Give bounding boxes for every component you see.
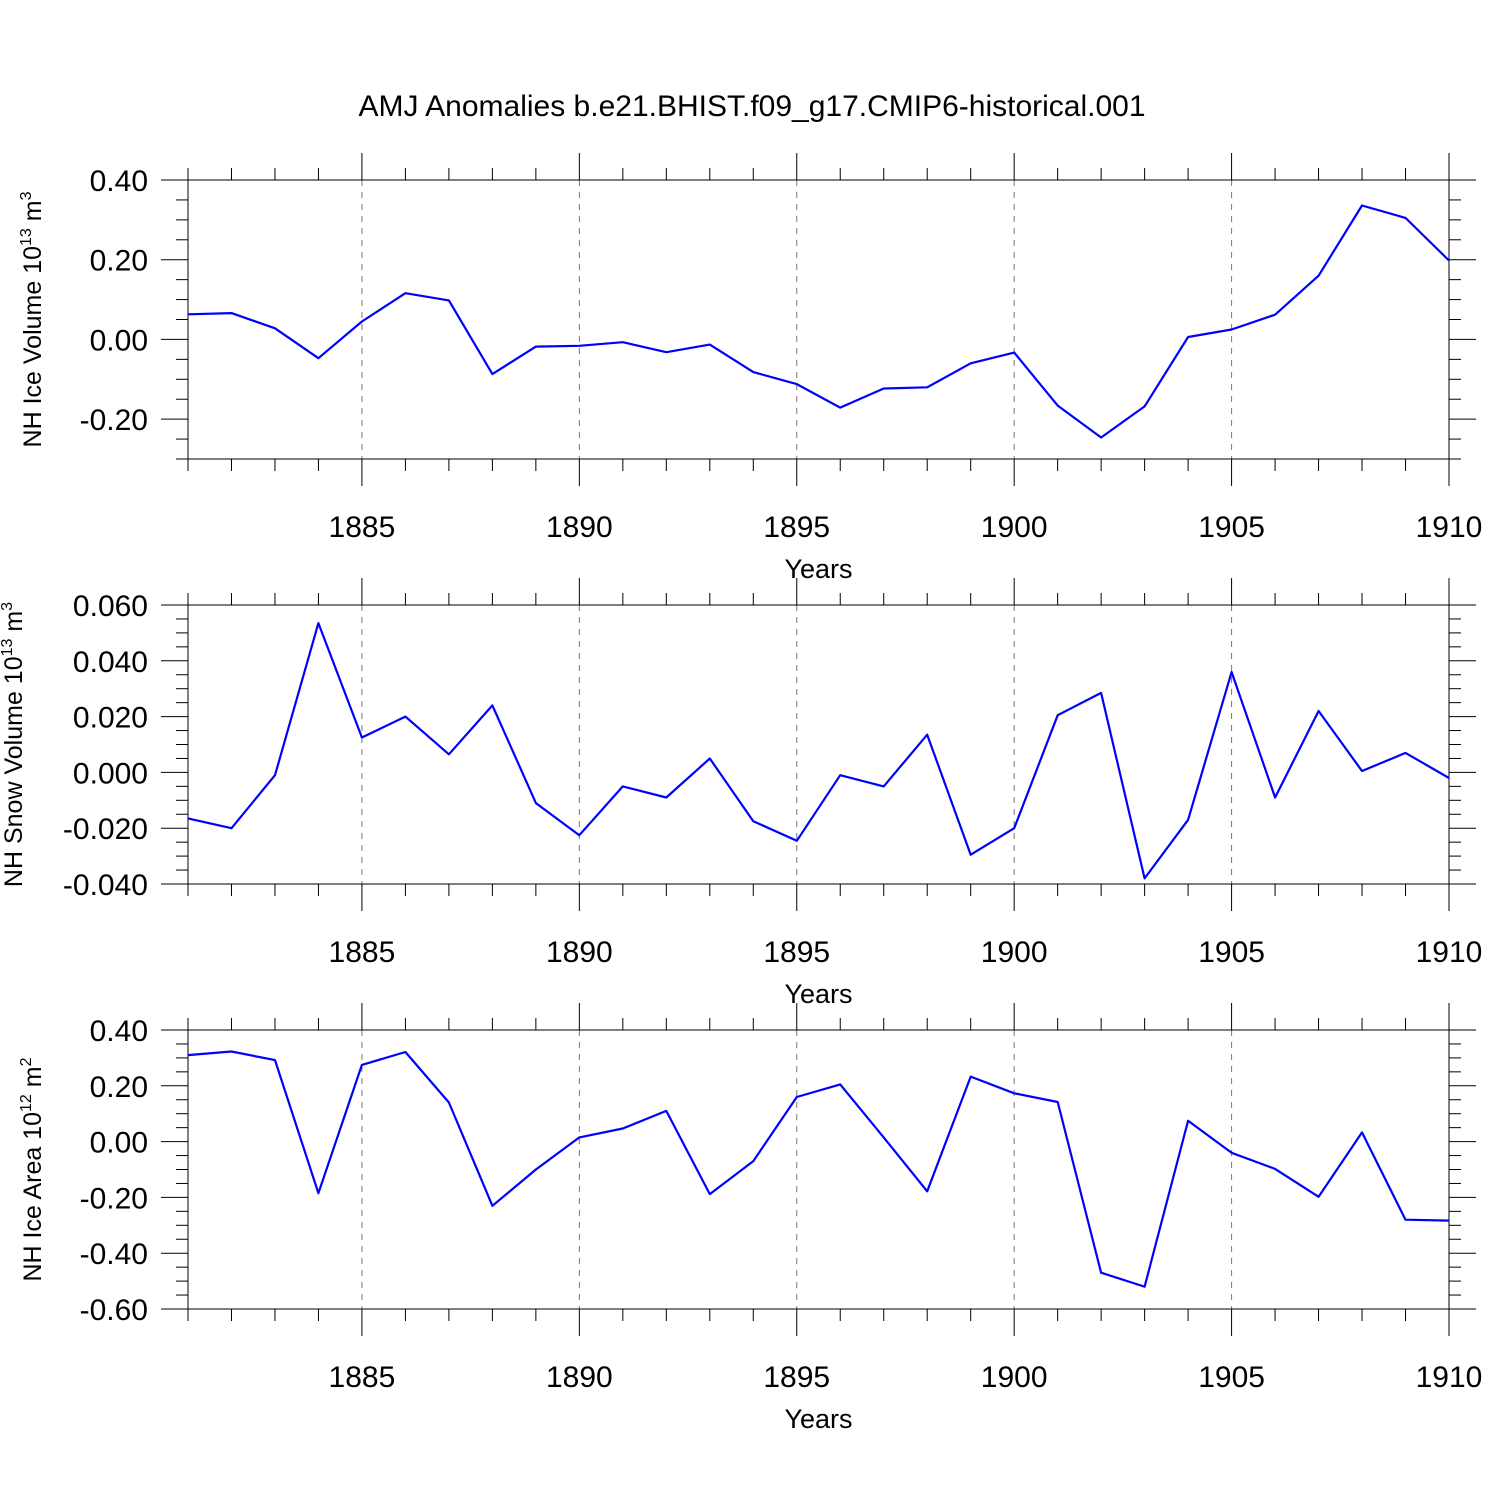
y-tick-label: 0.00 — [90, 324, 148, 357]
y-tick-label: 0.40 — [90, 1015, 148, 1048]
x-axis-label: Years — [784, 1404, 852, 1434]
x-tick-label: 1895 — [763, 1361, 830, 1394]
x-tick-label: 1895 — [763, 511, 830, 544]
x-tick-label: 1910 — [1416, 1361, 1483, 1394]
y-tick-label: -0.040 — [63, 869, 148, 902]
y-tick-label: -0.20 — [80, 404, 148, 437]
y-tick-label: 0.060 — [73, 590, 148, 623]
y-tick-label: 0.40 — [90, 165, 148, 198]
x-tick-label: 1910 — [1416, 936, 1483, 969]
x-tick-label: 1885 — [329, 936, 396, 969]
plot-frame — [187, 1029, 1450, 1310]
y-tick-label: 0.00 — [90, 1127, 148, 1160]
y-tick-label: 0.000 — [73, 757, 148, 790]
plot-frame — [187, 604, 1450, 885]
x-tick-label: 1905 — [1198, 511, 1265, 544]
x-tick-label: 1895 — [763, 936, 830, 969]
panel-2: -0.040 -0.020 0.000 0.020 0.040 0.060 1885 1890… — [0, 578, 1482, 1009]
series-line — [187, 621, 1450, 880]
y-tick-label: -0.020 — [63, 813, 148, 846]
x-tick-label: 1890 — [546, 936, 613, 969]
y-axis-label: NH Ice Volume 1013 m3 — [18, 191, 47, 447]
x-tick-label: 1905 — [1198, 936, 1265, 969]
panel-1: -0.20 0.00 0.20 0.40 1885 1890 1895 1900 1905 191… — [18, 153, 1482, 584]
y-tick-label: -0.20 — [80, 1182, 148, 1215]
y-tick-label: 0.20 — [90, 1071, 148, 1104]
x-tick-label: 1900 — [981, 511, 1048, 544]
x-axis-label: Years — [784, 979, 852, 1009]
series-line — [187, 204, 1450, 439]
x-tick-label: 1885 — [329, 1361, 396, 1394]
x-tick-label: 1900 — [981, 936, 1048, 969]
y-tick-label: -0.40 — [80, 1238, 148, 1271]
y-tick-label: 0.040 — [73, 646, 148, 679]
x-tick-label: 1885 — [329, 511, 396, 544]
series-line — [187, 1050, 1450, 1288]
x-tick-label: 1890 — [546, 511, 613, 544]
y-axis-label: NH Snow Volume 1013 m3 — [0, 602, 28, 887]
figure-title: AMJ Anomalies b.e21.BHIST.f09_g17.CMIP6-… — [358, 90, 1145, 123]
plot-frame — [187, 179, 1450, 460]
y-tick-label: 0.020 — [73, 702, 148, 735]
y-tick-label: 0.20 — [90, 245, 148, 278]
x-tick-label: 1890 — [546, 1361, 613, 1394]
x-tick-label: 1900 — [981, 1361, 1048, 1394]
x-tick-label: 1910 — [1416, 511, 1483, 544]
x-tick-label: 1905 — [1198, 1361, 1265, 1394]
y-tick-label: -0.60 — [80, 1294, 148, 1327]
y-axis-label: NH Ice Area 1012 m2 — [18, 1057, 47, 1281]
x-axis-label: Years — [784, 554, 852, 584]
panel-3: -0.60 -0.40 -0.20 0.00 0.20 0.40 1885 1890 1895 1… — [18, 1003, 1482, 1434]
